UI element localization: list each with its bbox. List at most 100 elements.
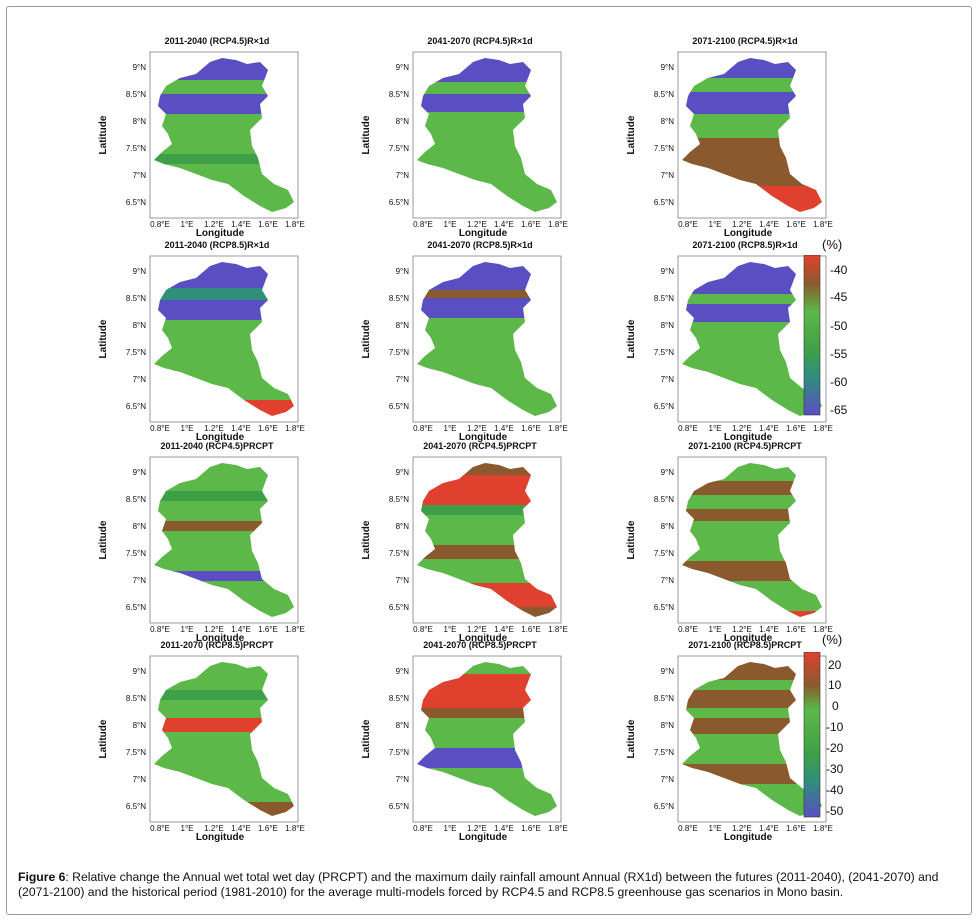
field-band xyxy=(682,114,822,139)
x-tick-label: 1°E xyxy=(709,824,722,833)
field-band xyxy=(154,531,294,572)
field-band xyxy=(154,164,294,212)
colorbar-tick-label: -20 xyxy=(826,741,844,755)
x-axis-label: Longitude xyxy=(724,432,773,443)
colorbar-tick-label: -55 xyxy=(830,347,848,361)
x-tick-label: 1°E xyxy=(709,625,722,634)
x-axis-label: Longitude xyxy=(196,832,245,843)
y-tick-label: 8°N xyxy=(133,721,147,730)
x-tick-label: 1.4°E xyxy=(759,220,779,229)
y-tick-label: 7.5°N xyxy=(654,144,674,153)
y-tick-label: 6.5°N xyxy=(654,802,674,811)
field-band xyxy=(417,768,557,816)
y-tick-label: 6.5°N xyxy=(126,603,146,612)
panel-title: 2071-2100 (RCP4.5)R×1d xyxy=(692,36,798,46)
map-panel: 2071-2100 (RCP4.5)R×1d 9°N 8.5°N 8°N 7.5°N 7°… xyxy=(620,36,833,239)
y-tick-label: 8.5°N xyxy=(389,495,409,504)
map-panel: 2011-2070 (RCP8.5)PRCPT 9°N 8.5°N 8°N 7.5°N 7… xyxy=(92,640,305,843)
field-band xyxy=(417,708,557,719)
field-band xyxy=(154,581,294,617)
basin-field xyxy=(154,58,294,212)
y-tick-label: 8°N xyxy=(396,522,410,531)
x-tick-label: 1.2°E xyxy=(467,625,487,634)
field-band xyxy=(154,491,294,502)
map-panel: 2041-2070 (RCP4.5)PRCPT 9°N 8.5°N 8°N 7.5°N 7… xyxy=(355,441,568,644)
basin-field xyxy=(417,463,557,617)
panel-title: 2011-2040 (RCP4.5)R×1d xyxy=(164,36,270,46)
y-tick-label: 6.5°N xyxy=(389,603,409,612)
basin-field xyxy=(154,662,294,816)
field-band xyxy=(417,262,557,291)
y-tick-label: 9°N xyxy=(133,267,147,276)
x-axis-label: Longitude xyxy=(459,228,508,239)
y-axis-label: Latitude xyxy=(361,115,372,154)
x-tick-label: 1.4°E xyxy=(494,220,514,229)
x-axis-label: Longitude xyxy=(196,228,245,239)
field-band xyxy=(417,559,557,584)
x-tick-label: 0.8°E xyxy=(413,220,433,229)
x-tick-label: 1°E xyxy=(181,220,194,229)
x-tick-label: 1.2°E xyxy=(204,220,224,229)
panel-title: 2041-2070 (RCP4.5)R×1d xyxy=(427,36,533,46)
field-band xyxy=(417,662,557,675)
field-band xyxy=(154,154,294,165)
x-tick-label: 1°E xyxy=(444,824,457,833)
x-tick-label: 1°E xyxy=(444,220,457,229)
x-tick-label: 1.4°E xyxy=(494,625,514,634)
plot-frame xyxy=(149,51,299,219)
plot-frame xyxy=(677,51,827,219)
x-tick-label: 1.8°E xyxy=(285,824,305,833)
colorbar-rx1d: (%) -40 -45 -50 -55 -60 -65 xyxy=(800,237,860,425)
field-band xyxy=(417,463,557,476)
field-band xyxy=(154,662,294,691)
plot-frame xyxy=(677,655,827,823)
colorbar-tick-label: -40 xyxy=(826,783,844,797)
y-tick-label: 8°N xyxy=(396,117,410,126)
y-axis-label: Latitude xyxy=(626,319,637,358)
field-band xyxy=(682,78,822,93)
x-tick-label: 1.6°E xyxy=(521,220,541,229)
field-band xyxy=(417,290,557,299)
field-band xyxy=(417,94,557,113)
field-band xyxy=(417,583,557,608)
y-tick-label: 7.5°N xyxy=(126,748,146,757)
y-tick-label: 7.5°N xyxy=(389,144,409,153)
plot-frame xyxy=(412,51,562,219)
x-tick-label: 1.2°E xyxy=(204,824,224,833)
y-tick-label: 9°N xyxy=(133,468,147,477)
panel-title: 2071-2100 (RCP4.5)PRCPT xyxy=(688,441,802,451)
map-plot: 9°N 8.5°N 8°N 7.5°N 7°N 6.5°N 0.8°E 1°E 1.2°E 1.4… xyxy=(626,255,833,443)
x-tick-label: 1.8°E xyxy=(285,220,305,229)
map-panel: 2041-2070 (RCP8.5)R×1d 9°N 8.5°N 8°N 7.5°N 7°… xyxy=(355,240,568,443)
x-tick-label: 1°E xyxy=(709,220,722,229)
colorbar-tick-label: -45 xyxy=(830,290,848,304)
colorbar-tick-label: -40 xyxy=(830,263,848,277)
field-band xyxy=(154,571,294,582)
colorbar-unit: (%) xyxy=(822,237,843,252)
y-tick-label: 6.5°N xyxy=(654,603,674,612)
x-tick-label: 1.4°E xyxy=(494,824,514,833)
field-band xyxy=(417,545,557,560)
x-tick-label: 1.6°E xyxy=(786,625,806,634)
field-band xyxy=(417,515,557,546)
y-tick-label: 7°N xyxy=(133,171,147,180)
x-tick-label: 1.2°E xyxy=(467,824,487,833)
field-band xyxy=(417,318,557,379)
x-tick-label: 0.8°E xyxy=(413,625,433,634)
y-tick-label: 9°N xyxy=(133,63,147,72)
x-axis-label: Longitude xyxy=(459,432,508,443)
field-band xyxy=(417,718,557,749)
x-tick-label: 1.6°E xyxy=(258,220,278,229)
y-tick-label: 6.5°N xyxy=(126,802,146,811)
x-tick-label: 1.4°E xyxy=(759,824,779,833)
x-tick-label: 0.8°E xyxy=(678,220,698,229)
plot-frame xyxy=(412,255,562,423)
x-tick-label: 1.2°E xyxy=(732,220,752,229)
x-tick-label: 1.4°E xyxy=(231,220,251,229)
y-tick-label: 8°N xyxy=(661,321,675,330)
field-band xyxy=(417,475,557,506)
y-tick-label: 7°N xyxy=(396,375,410,384)
panel-title: 2011-2040 (RCP4.5)PRCPT xyxy=(160,441,274,451)
y-tick-label: 8.5°N xyxy=(126,694,146,703)
colorbar-tick-label: -50 xyxy=(830,319,848,333)
